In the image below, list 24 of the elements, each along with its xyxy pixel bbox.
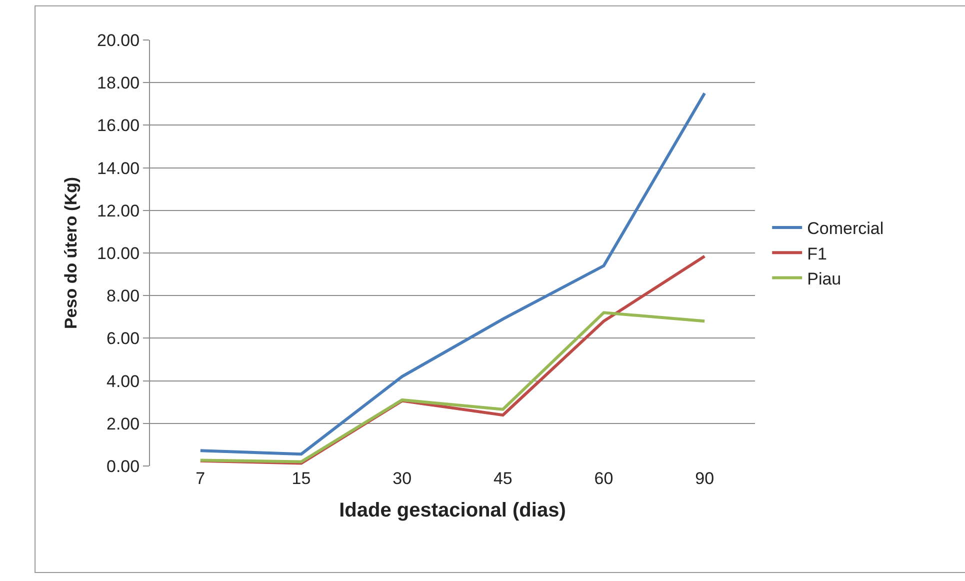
legend-label: Piau [807,269,842,288]
y-tick-label: 10.00 [97,244,140,263]
y-axis-title: Peso do útero (Kg) [62,176,81,330]
y-tick-label: 8.00 [106,286,140,306]
y-tick-label: 2.00 [106,414,140,434]
line-series [198,311,706,464]
y-tick-label: 6.00 [106,329,140,348]
legend-label: F1 [807,244,827,264]
y-tick-label: 20.00 [97,30,140,50]
y-tick-label: 14.00 [97,158,140,178]
legend-label: Comercial [807,219,884,238]
line-series [198,92,706,456]
x-tick-label: 15 [292,469,311,488]
y-tick-label: 18.00 [97,74,140,93]
x-tick-label: 45 [493,469,512,488]
y-tick-label: 12.00 [97,201,140,220]
y-tick-label: 0.00 [106,456,140,476]
x-axis-title: Idade gestacional (dias) [339,500,566,522]
x-tick-label: 30 [392,469,412,488]
y-tick-label: 16.00 [97,116,140,136]
x-tick-label: 90 [695,469,714,488]
y-tick-label: 4.00 [106,372,140,391]
x-tick-label: 60 [594,469,614,488]
x-tick-label: 7 [196,469,206,488]
